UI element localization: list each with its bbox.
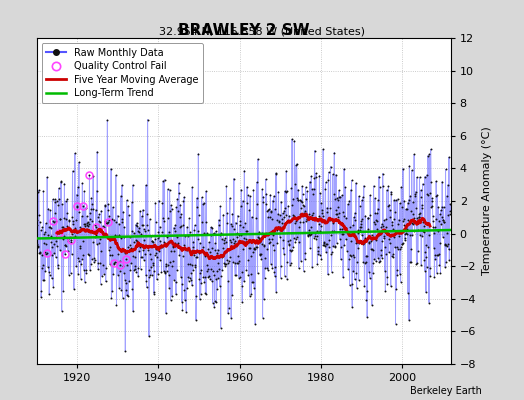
- Y-axis label: Temperature Anomaly (°C): Temperature Anomaly (°C): [482, 127, 492, 275]
- Legend: Raw Monthly Data, Quality Control Fail, Five Year Moving Average, Long-Term Tren: Raw Monthly Data, Quality Control Fail, …: [41, 43, 203, 103]
- Text: Berkeley Earth: Berkeley Earth: [410, 386, 482, 396]
- Text: 32.954 N, 115.558 W (United States): 32.954 N, 115.558 W (United States): [159, 26, 365, 36]
- Title: BRAWLEY 2 SW: BRAWLEY 2 SW: [178, 23, 310, 38]
